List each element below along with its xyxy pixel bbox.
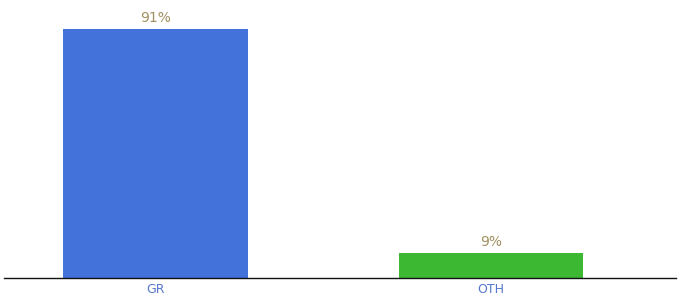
Text: 9%: 9%	[480, 235, 502, 249]
Bar	[398, 253, 583, 278]
Text: 91%: 91%	[140, 11, 171, 25]
Bar	[63, 29, 248, 278]
